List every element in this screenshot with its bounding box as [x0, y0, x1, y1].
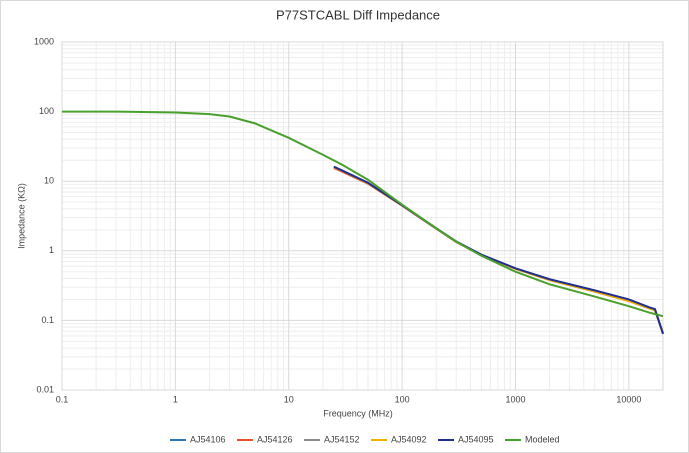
- x-tick-label: 1000: [505, 394, 525, 404]
- x-tick-label: 10: [284, 394, 294, 404]
- x-tick-label: 10000: [616, 394, 641, 404]
- series-line: [333, 165, 664, 335]
- y-tick-label: 10: [44, 176, 54, 186]
- x-axis-label: Frequency (MHz): [323, 408, 393, 418]
- y-tick-label: 100: [39, 106, 54, 116]
- y-axis-label: Impedance (KΩ): [16, 183, 26, 249]
- legend-label: AJ54092: [391, 434, 427, 444]
- legend-label: AJ54152: [324, 434, 360, 444]
- legend-label: AJ54095: [458, 434, 494, 444]
- y-tick-label: 1000: [34, 36, 54, 46]
- x-tick-label: 0.1: [56, 394, 69, 404]
- y-tick-label: 0.1: [41, 315, 54, 325]
- chart-title: P77STCABL Diff Impedance: [276, 7, 440, 22]
- x-tick-label: 100: [395, 394, 410, 404]
- grid: [61, 41, 664, 391]
- x-tick-label: 1: [173, 394, 178, 404]
- y-tick-label: 0.01: [36, 384, 54, 394]
- y-tick-label: 1: [49, 245, 54, 255]
- legend-label: AJ54126: [257, 434, 293, 444]
- plot-frame: [61, 41, 664, 391]
- legend-label: Modeled: [525, 434, 560, 444]
- legend-label: AJ54106: [190, 434, 226, 444]
- series-line: [62, 110, 664, 318]
